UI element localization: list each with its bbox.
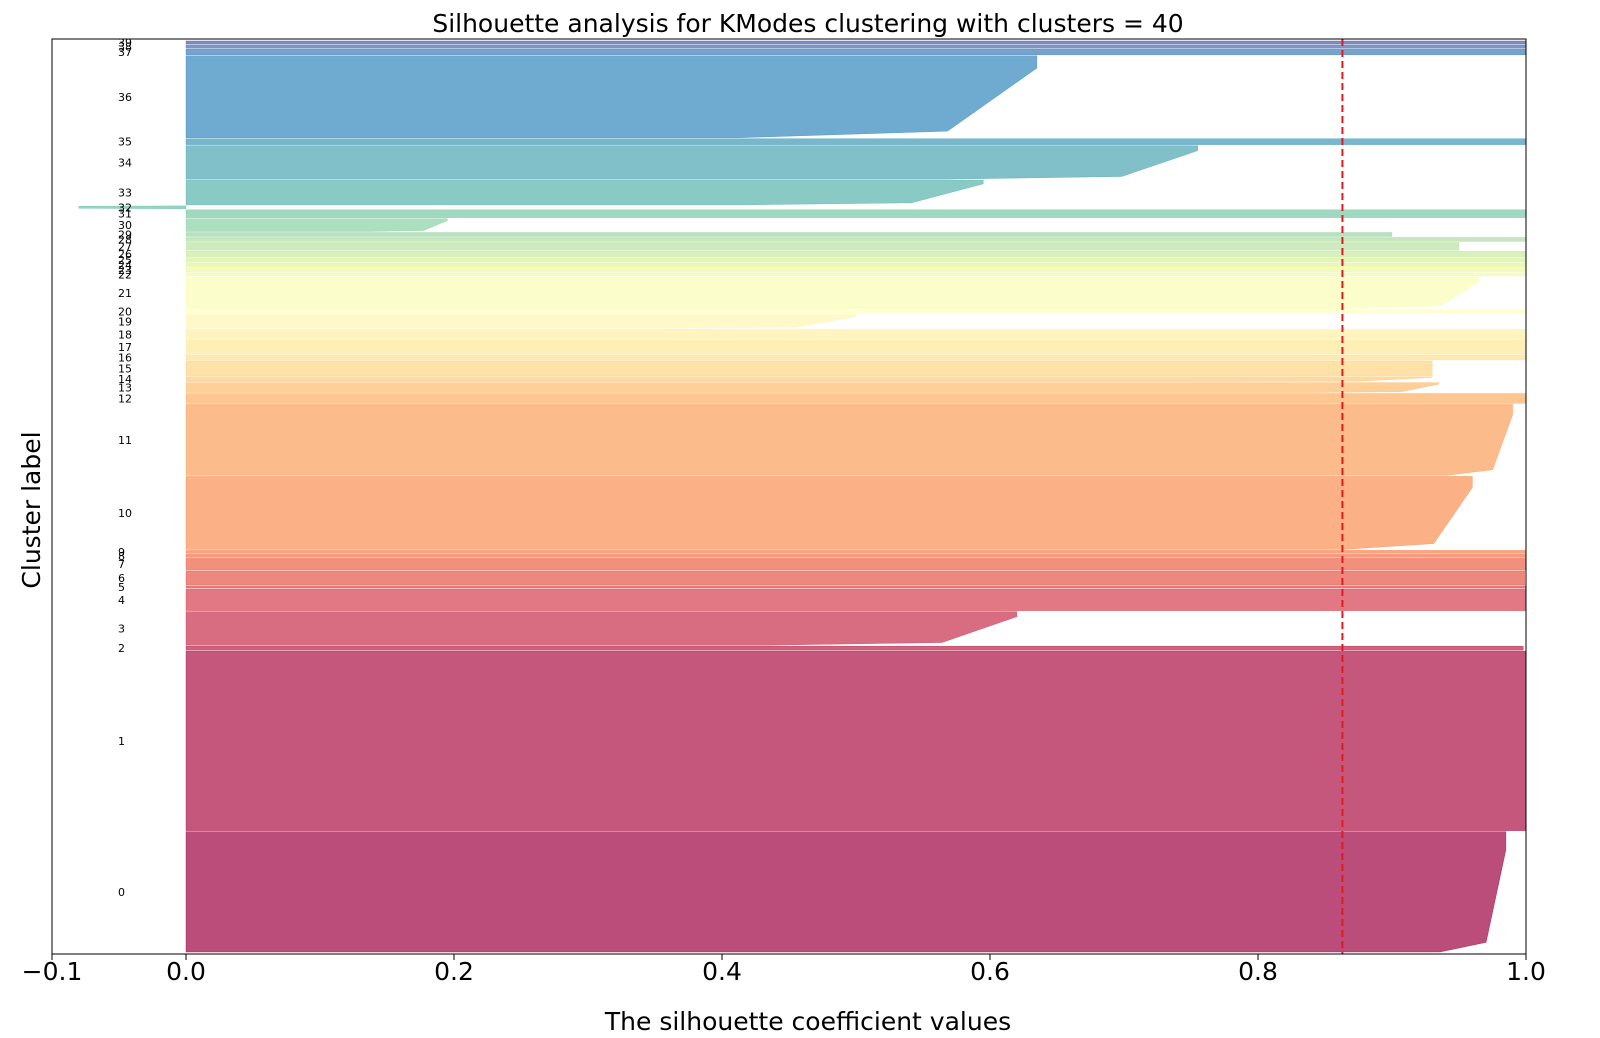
cluster-bar-34 — [185, 145, 1198, 180]
cluster-bar-5 — [185, 585, 1527, 589]
cluster-bar-32 — [78, 205, 187, 210]
cluster-bar-16 — [185, 354, 1527, 361]
cluster-bar-37 — [185, 48, 1527, 56]
cluster-label-1: 1 — [118, 735, 125, 748]
cluster-label-22: 22 — [118, 269, 132, 282]
cluster-label-37: 37 — [118, 46, 132, 59]
cluster-label-11: 11 — [118, 434, 132, 447]
cluster-bar-4 — [185, 588, 1527, 611]
cluster-label-3: 3 — [118, 622, 125, 635]
x-tick-label: 0.8 — [1238, 957, 1278, 986]
cluster-label-4: 4 — [118, 594, 125, 607]
cluster-bar-27 — [185, 242, 1460, 251]
cluster-label-5: 5 — [118, 581, 125, 594]
cluster-bar-31 — [185, 209, 1527, 218]
x-tick-label: 1.0 — [1506, 957, 1546, 986]
cluster-label-0: 0 — [118, 886, 125, 899]
cluster-label-14: 14 — [118, 373, 132, 386]
cluster-label-23: 23 — [118, 264, 132, 277]
x-tick-label: 0.4 — [702, 957, 742, 986]
cluster-bar-0 — [185, 831, 1507, 953]
cluster-label-36: 36 — [118, 91, 132, 104]
cluster-label-12: 12 — [118, 392, 132, 405]
cluster-bar-36 — [185, 55, 1038, 138]
cluster-label-35: 35 — [118, 136, 132, 149]
cluster-bar-10 — [185, 476, 1473, 550]
cluster-bar-23 — [185, 267, 1527, 273]
cluster-label-26: 26 — [118, 248, 132, 261]
cluster-bar-2 — [185, 645, 1524, 651]
y-axis-label: Cluster label — [17, 431, 46, 588]
cluster-label-18: 18 — [118, 328, 132, 341]
cluster-label-34: 34 — [118, 156, 132, 169]
x-axis-label: The silhouette coefficient values — [604, 1007, 1011, 1036]
cluster-label-39: 39 — [118, 36, 132, 49]
cluster-bar-38 — [185, 44, 1527, 49]
cluster-bar-22 — [185, 272, 1527, 277]
cluster-bar-25 — [185, 257, 1527, 263]
cluster-bar-1 — [185, 650, 1527, 831]
x-axis-ticks: −0.1 0.0 0.2 0.4 0.6 0.8 1.0 — [22, 954, 1546, 986]
cluster-label-29: 29 — [118, 228, 132, 241]
cluster-bar-29 — [185, 232, 1393, 237]
cluster-label-8: 8 — [118, 550, 125, 563]
cluster-bar-7 — [185, 558, 1527, 571]
cluster-bar-17 — [185, 339, 1527, 355]
cluster-bar-11 — [185, 404, 1513, 476]
cluster-label-25: 25 — [118, 254, 132, 267]
plot-frame — [51, 38, 1527, 955]
cluster-bar-20 — [185, 309, 1527, 314]
chart-title: Silhouette analysis for KModes clusterin… — [432, 9, 1183, 38]
cluster-label-30: 30 — [118, 219, 132, 232]
cluster-label-13: 13 — [118, 382, 132, 395]
cluster-label-21: 21 — [118, 287, 132, 300]
x-tick-label: 0.2 — [434, 957, 474, 986]
cluster-bar-21 — [185, 276, 1480, 309]
cluster-bar-26 — [185, 251, 1527, 258]
cluster-bar-24 — [185, 262, 1527, 268]
cluster-bar-28 — [185, 237, 1527, 242]
cluster-label-7: 7 — [118, 558, 125, 571]
cluster-label-27: 27 — [118, 240, 132, 253]
cluster-bar-35 — [185, 138, 1527, 145]
cluster-bar-19 — [185, 314, 857, 329]
cluster-label-33: 33 — [118, 186, 132, 199]
cluster-bar-13 — [185, 382, 1440, 393]
cluster-label-15: 15 — [118, 362, 132, 375]
x-tick-label: 0.0 — [166, 957, 206, 986]
cluster-label-28: 28 — [118, 233, 132, 246]
cluster-bar-15 — [185, 360, 1433, 376]
cluster-label-6: 6 — [118, 572, 125, 585]
cluster-bar-39 — [185, 40, 1527, 45]
x-tick-label: 0.6 — [970, 957, 1010, 986]
cluster-label-9: 9 — [118, 546, 125, 559]
cluster-bar-6 — [185, 570, 1525, 586]
cluster-label-19: 19 — [118, 315, 132, 328]
cluster-bar-14 — [185, 376, 1433, 382]
cluster-label-10: 10 — [118, 507, 132, 520]
silhouette-bars — [78, 40, 1527, 953]
cluster-label-38: 38 — [118, 40, 132, 53]
cluster-bar-30 — [185, 218, 448, 232]
cluster-label-32: 32 — [118, 201, 132, 214]
cluster-bar-8 — [185, 554, 1527, 558]
cluster-label-16: 16 — [118, 351, 132, 364]
cluster-label-24: 24 — [118, 259, 132, 272]
cluster-bar-9 — [185, 550, 1527, 554]
cluster-bar-3 — [185, 611, 1018, 646]
cluster-bar-12 — [185, 393, 1527, 404]
cluster-bar-18 — [185, 329, 1527, 340]
cluster-labels: 0123456789101112131415161718192021222324… — [118, 36, 132, 898]
cluster-label-2: 2 — [118, 642, 125, 655]
cluster-bar-33 — [185, 179, 984, 206]
x-tick-label: −0.1 — [22, 957, 83, 986]
cluster-label-17: 17 — [118, 341, 132, 354]
cluster-label-20: 20 — [118, 306, 132, 319]
cluster-label-31: 31 — [118, 208, 132, 221]
